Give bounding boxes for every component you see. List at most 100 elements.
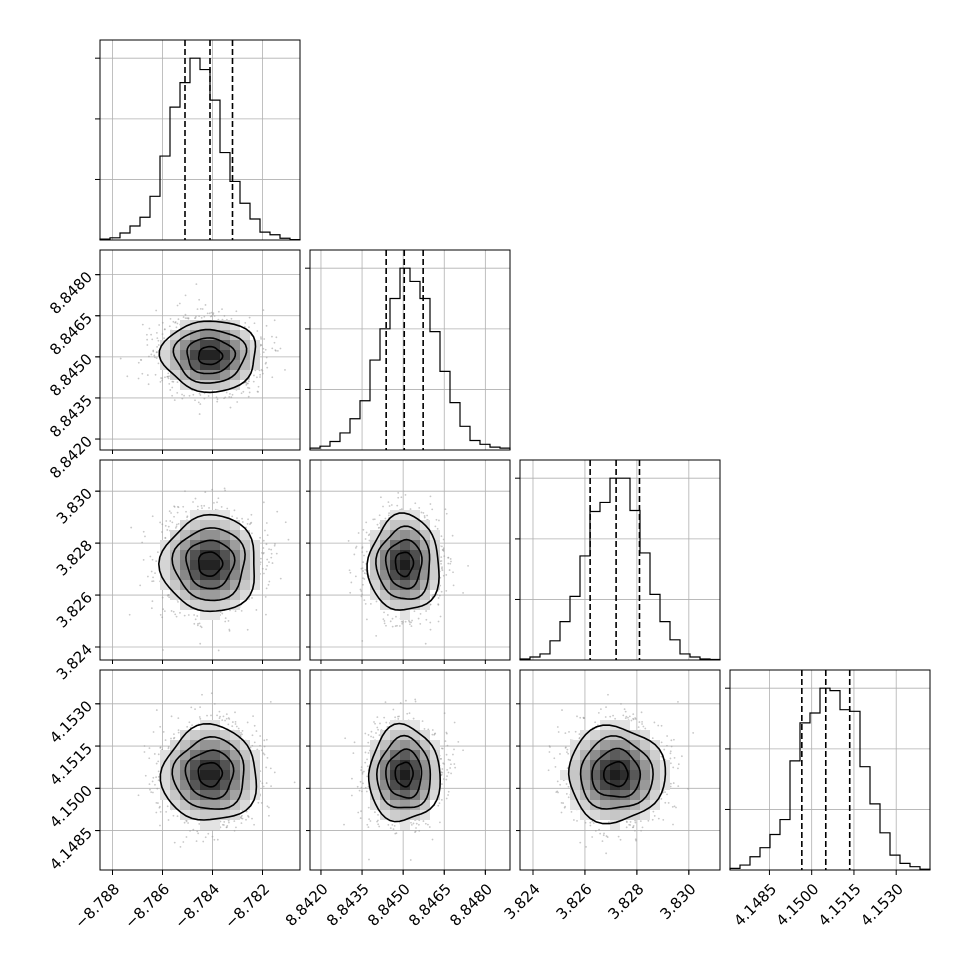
y-tick-label: 8.8420 [46,432,96,482]
density-cell [220,590,230,600]
scatter-point [641,723,643,725]
density-cell [190,580,200,590]
scatter-point [431,838,434,841]
scatter-point [452,584,455,587]
scatter-point [633,829,636,832]
scatter-point [141,323,144,326]
x-tick-label: 8.8465 [405,880,455,930]
scatter-point [240,822,243,825]
scatter-point [228,629,231,632]
density-cell [160,580,170,590]
scatter-point [567,785,570,788]
scatter-point [241,730,244,732]
density-cell [200,560,210,570]
scatter-point [436,527,439,530]
scatter-point [268,548,270,551]
scatter-point [153,354,156,357]
scatter-point [361,772,364,775]
scatter-point [628,715,631,718]
density-cell [420,800,430,810]
density-cell [640,770,650,780]
scatter-point [387,514,390,517]
scatter-point [284,521,287,524]
density-cell [430,570,440,580]
scatter-point [194,618,197,621]
scatter-point [192,393,195,396]
x-tick-label: −8.786 [121,880,173,932]
density-cell [190,740,200,750]
scatter-point [246,523,249,525]
scatter-point [156,345,158,348]
density-cell [240,760,250,770]
density-cell [620,770,630,780]
density-cell [410,550,420,560]
scatter-point [638,721,641,723]
scatter-point [594,829,597,832]
density-cell [190,600,200,610]
scatter-point [155,309,158,312]
scatter-point [157,770,160,773]
scatter-point [429,495,432,498]
scatter-point [370,730,373,733]
scatter-point [567,796,570,799]
density-cell [430,760,440,770]
scatter-point [562,802,565,804]
scatter-point [669,757,672,760]
density-cell [590,750,600,760]
scatter-point [360,769,363,771]
scatter-point [651,818,654,821]
gridlines [310,670,510,870]
scatter-point [188,394,191,397]
scatter-point [199,403,202,405]
scatter-point [669,762,672,765]
scatter-point [259,561,262,564]
contour-level-1 [184,749,235,800]
scatter-point [449,767,452,769]
gridlines [769,670,897,870]
histogram-0 [99,57,301,241]
density-cell [220,550,230,560]
density-cell [230,740,240,750]
scatter-point [579,716,582,719]
scatter-point [130,526,133,529]
scatter-point [375,634,378,637]
density-cell [200,360,210,370]
scatter-point [261,551,263,554]
scatter-point [408,619,410,622]
scatter-point [155,351,158,354]
x-tick-label: 3.826 [553,880,596,923]
scatter-point [234,720,237,723]
scatter-point [568,731,570,733]
scatter-point [672,738,675,741]
scatter-point [198,716,201,718]
density-cell [200,610,210,620]
density-cell [400,570,410,580]
scatter-point [410,625,413,628]
scatter-point [435,518,438,521]
density-cell [190,730,200,740]
scatter-point [364,761,367,764]
density-cell [380,590,390,600]
scatter-point [672,823,674,826]
scatter-point [376,523,379,526]
scatter-point [261,372,264,375]
scatter-point [565,783,568,785]
panel-frame [99,459,301,661]
scatter-point [250,532,253,535]
scatter-point [201,507,203,509]
scatter-point [666,744,668,747]
scatter-point [591,820,594,823]
contour-level-0 [197,345,224,366]
scatter-point [367,806,370,809]
scatter-point [152,580,155,583]
scatter-point [385,721,388,724]
density-cell [220,730,230,740]
scatter-point [441,567,443,570]
scatter-point [199,642,202,645]
scatter-point [383,622,386,625]
scatter-point [224,489,227,492]
density-cell [240,780,250,790]
scatter-point [566,751,568,753]
scatter-point [670,745,673,748]
density-cell [420,810,430,820]
